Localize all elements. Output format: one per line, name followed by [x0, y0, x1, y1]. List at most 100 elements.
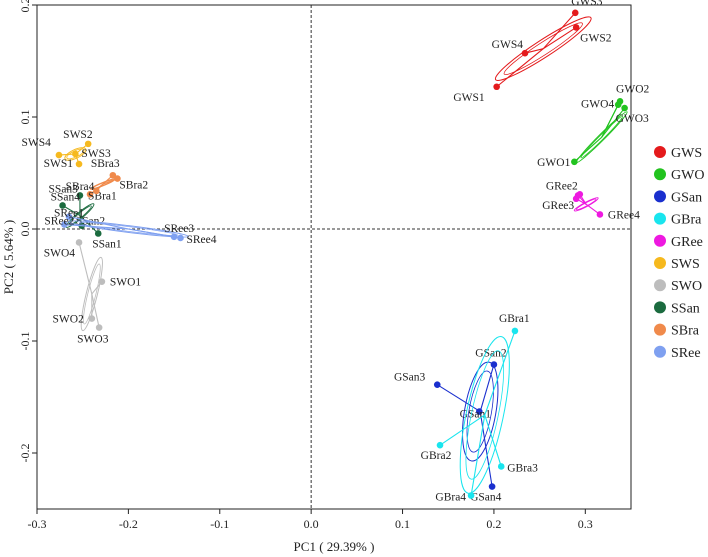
point-label-sws4: SWS4 — [22, 137, 52, 149]
inner-ellipse-gbra — [465, 350, 505, 480]
point-label-gree3: GRee3 — [542, 200, 574, 212]
confidence-ellipse-sree — [67, 220, 189, 238]
plot-area: GWS1GWS2GWS3GWS4GWO1GWO2GWO3GWO4GSan1GSa… — [22, 0, 649, 509]
y-tick-label: 0.0 — [18, 222, 32, 237]
point-label-gws3: GWS3 — [571, 0, 603, 8]
x-tick-label: -0.1 — [210, 517, 229, 531]
spoke-gws3 — [542, 12, 576, 50]
y-tick-label: -0.2 — [18, 444, 32, 463]
point-sws2 — [84, 140, 92, 148]
spoke-gwo4 — [601, 104, 619, 138]
point-label-gws4: GWS4 — [492, 39, 524, 51]
point-label-gree2: GRee2 — [546, 180, 578, 192]
inner-ellipse-gsan — [466, 370, 494, 453]
x-tick-label: -0.3 — [28, 517, 47, 531]
y-axis-title: PC2 ( 5.64% ) — [1, 220, 16, 294]
point-label-ssan3: SSan3 — [49, 183, 79, 195]
legend-swatch-sbra — [654, 323, 666, 336]
point-swo2 — [88, 315, 96, 322]
series-sws: SWS1 SWS2 SWS3 SWS4 — [22, 129, 112, 170]
confidence-ellipse-gbra — [459, 336, 510, 494]
point-label-gwo2: GWO2 — [616, 83, 649, 95]
spoke-gws2 — [542, 26, 577, 50]
point-gbra2 — [436, 441, 444, 449]
point-label-swo4: SWO4 — [44, 247, 76, 259]
inner-ellipse-sree — [78, 222, 179, 236]
point-gws1 — [493, 83, 500, 91]
plot-frame — [36, 4, 632, 510]
confidence-ellipse-gws — [494, 16, 592, 81]
point-sws3 — [72, 150, 79, 158]
point-sbra4 — [93, 187, 100, 195]
spoke-sree2 — [64, 223, 129, 230]
spoke-gbra4 — [470, 414, 486, 496]
point-gwo3 — [621, 104, 628, 112]
point-label-gsan4: GSan4 — [470, 492, 502, 504]
point-sree4 — [177, 234, 184, 242]
spoke-swo3 — [91, 293, 100, 328]
legend-label-gbra: GBra — [671, 213, 702, 228]
legend-swatch-sree — [654, 345, 666, 358]
spoke-gbra1 — [484, 330, 516, 416]
point-label-gwo3: GWO3 — [616, 113, 649, 125]
spoke-gbra3 — [484, 414, 502, 467]
spoke-gwo1 — [573, 136, 603, 163]
legend-label-gws: GWS — [671, 146, 702, 161]
point-gbra3 — [497, 463, 505, 470]
point-label-gree4: GRee4 — [608, 209, 640, 221]
legend-swatch-gsan — [654, 190, 666, 203]
point-label-gwo4: GWO4 — [581, 99, 614, 111]
legend: GWS GWO GSan GBra GRee SWS SWO SSan SBra SRee — [654, 146, 704, 361]
legend-swatch-gbra — [654, 212, 666, 225]
confidence-ellipse-swo — [80, 256, 103, 332]
x-tick-label: 0.0 — [304, 517, 319, 531]
y-tick-label: 0.1 — [18, 110, 32, 125]
legend-label-sree: SRee — [671, 346, 701, 361]
point-ssan1 — [94, 230, 102, 237]
point-label-gsan2: GSan2 — [475, 348, 507, 360]
point-label-gsan1: GSan1 — [460, 409, 492, 421]
spoke-gsan4 — [479, 411, 493, 487]
legend-label-sbra: SBra — [671, 324, 700, 339]
confidence-ellipse-gsan — [462, 361, 499, 462]
point-swo1 — [98, 278, 106, 285]
x-tick-label: -0.2 — [119, 517, 138, 531]
series-gws: GWS1 GWS2 GWS3 GWS4 — [453, 0, 611, 104]
x-axis-title: PC1 ( 29.39% ) — [294, 539, 375, 554]
point-label-sree1: SRee1 — [54, 208, 84, 220]
y-tick-label: -0.1 — [18, 332, 32, 351]
spoke-gbra2 — [439, 414, 486, 446]
point-swo3 — [95, 324, 103, 331]
point-label-swo2: SWO2 — [53, 314, 85, 326]
point-sws4 — [55, 151, 63, 159]
series-swo: SWO1 SWO2 SWO3 SWO4 — [44, 239, 141, 346]
point-label-sbra4: SBra4 — [66, 181, 95, 193]
x-tick-label: 0.2 — [486, 517, 501, 531]
legend-swatch-ssan — [654, 301, 666, 314]
x-tick-label: 0.1 — [395, 517, 410, 531]
point-gws3 — [571, 9, 579, 17]
spoke-gsan2 — [479, 364, 495, 412]
point-gwo4 — [614, 101, 622, 108]
series-gsan: GSan1 GSan2 GSan3 GSan4 — [394, 348, 507, 504]
legend-swatch-swo — [654, 279, 666, 292]
point-gwo1 — [571, 158, 578, 166]
point-label-gsan3: GSan3 — [394, 372, 426, 384]
point-label-sree4: SRee4 — [186, 234, 216, 246]
point-label-ssan1: SSan1 — [92, 238, 122, 250]
point-sree1 — [65, 213, 73, 220]
inner-ellipse-swo — [83, 263, 101, 325]
point-label-sws3: SWS3 — [81, 148, 111, 160]
spoke-sree1 — [68, 216, 129, 230]
spoke-gwo3 — [601, 107, 626, 138]
point-label-gbra4: GBra4 — [435, 492, 466, 504]
point-label-sree2: SRee2 — [44, 216, 74, 228]
point-gws4 — [521, 49, 529, 57]
spoke-swo4 — [78, 242, 93, 295]
inner-ellipse-gwo — [580, 115, 623, 159]
point-label-swo3: SWO3 — [77, 334, 109, 346]
legend-label-ssan: SSan — [671, 301, 700, 316]
point-gbra4 — [467, 492, 475, 499]
